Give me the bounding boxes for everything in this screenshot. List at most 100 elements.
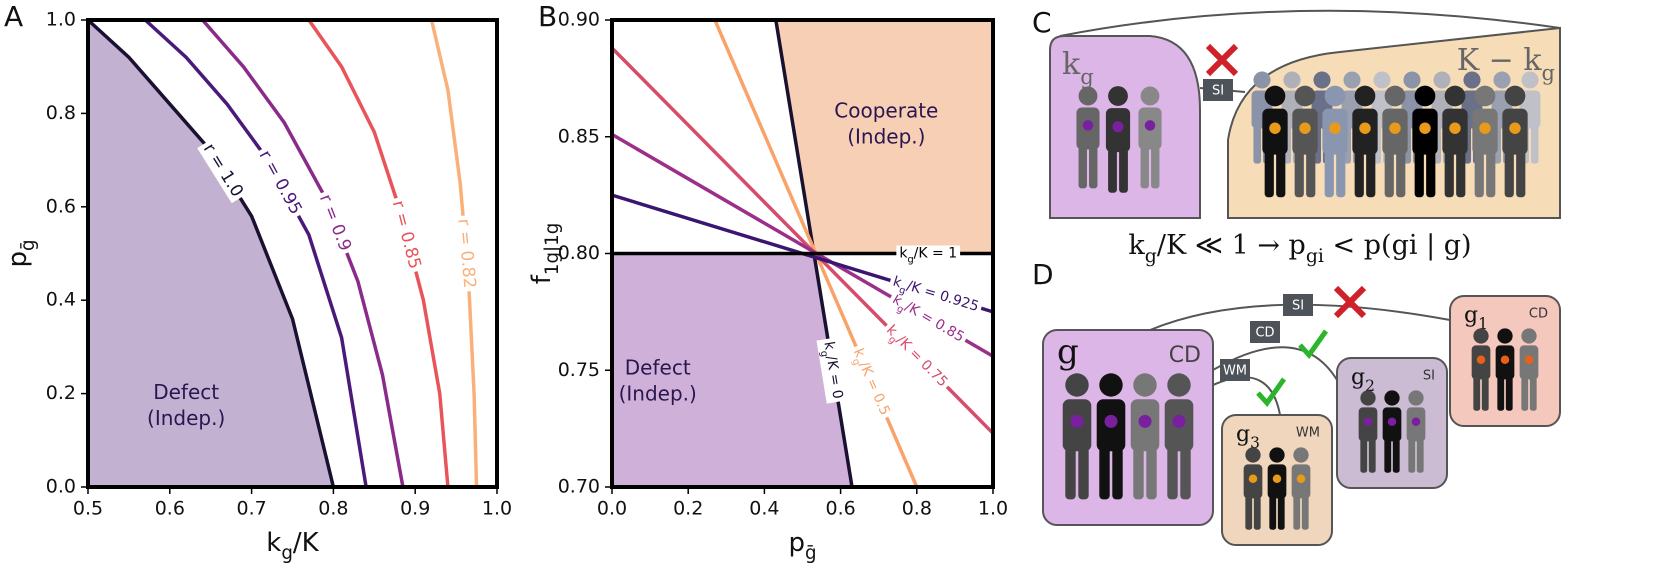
head bbox=[1504, 85, 1526, 107]
head bbox=[1384, 390, 1400, 406]
y-axis-label: pḡ bbox=[3, 239, 39, 267]
label-bg bbox=[878, 320, 953, 395]
leg bbox=[1416, 438, 1424, 473]
series-label-text-part: g bbox=[895, 303, 906, 316]
region bbox=[88, 20, 334, 487]
head bbox=[1384, 85, 1406, 107]
series-label-text-part: g bbox=[818, 350, 830, 358]
group-label: kg bbox=[1062, 47, 1094, 89]
region-label: (Indep.) bbox=[619, 381, 697, 405]
series-label-text-part: k bbox=[899, 246, 908, 262]
group-name-part: g bbox=[1057, 332, 1079, 372]
node-dot bbox=[1248, 474, 1258, 484]
person-icon bbox=[1076, 86, 1100, 189]
node-dot bbox=[1112, 121, 1124, 133]
x-icon bbox=[1333, 285, 1367, 319]
leg bbox=[1360, 438, 1368, 473]
leg bbox=[1473, 376, 1481, 411]
leg bbox=[1481, 376, 1489, 411]
y-tick-label: 1.0 bbox=[46, 9, 76, 31]
tag-label: SI bbox=[1212, 84, 1224, 99]
leg bbox=[1277, 495, 1285, 530]
leg bbox=[1065, 447, 1076, 500]
node-dot bbox=[1479, 122, 1491, 134]
check-icon bbox=[1298, 329, 1329, 359]
plot-frame bbox=[86, 18, 499, 489]
person-icon bbox=[1442, 85, 1468, 198]
node-dot bbox=[1269, 122, 1281, 134]
group-name: g3 bbox=[1236, 422, 1260, 452]
leg bbox=[1456, 151, 1466, 198]
leg bbox=[1301, 495, 1309, 530]
node-dot bbox=[1449, 122, 1461, 134]
leg bbox=[1167, 447, 1178, 500]
x-tick-label: 0.8 bbox=[902, 498, 932, 520]
y-tick-label: 0.0 bbox=[46, 476, 76, 498]
leg bbox=[1486, 151, 1496, 198]
region-label: (Indep.) bbox=[847, 125, 925, 149]
series-label: r = 0.95 bbox=[253, 144, 308, 221]
y-tick-label: 0.6 bbox=[46, 195, 76, 217]
tag-label: CD bbox=[1255, 326, 1274, 341]
leg bbox=[1245, 495, 1253, 530]
head bbox=[1463, 71, 1481, 89]
series-label-text: r = 0.9 bbox=[315, 192, 355, 254]
x-tick-label: 0.9 bbox=[400, 498, 430, 520]
leg bbox=[1384, 438, 1392, 473]
head bbox=[1324, 85, 1346, 107]
head bbox=[1253, 71, 1271, 89]
region-label: (Indep.) bbox=[147, 406, 225, 430]
head bbox=[1140, 86, 1160, 106]
group-tag: CD bbox=[1529, 307, 1548, 322]
leg bbox=[1414, 151, 1424, 198]
label-bg bbox=[453, 214, 480, 293]
group-name: g1 bbox=[1464, 303, 1488, 333]
series-label-text-part: /K = 1 bbox=[914, 246, 957, 262]
label-bg bbox=[896, 245, 961, 265]
head bbox=[1078, 86, 1098, 106]
leg bbox=[1530, 125, 1539, 164]
region-label: Defect bbox=[153, 380, 219, 404]
leg bbox=[1324, 151, 1334, 198]
x-tick-label: 0.7 bbox=[236, 498, 266, 520]
x-tick-label: 1.0 bbox=[482, 498, 512, 520]
person-icon bbox=[1519, 328, 1539, 411]
panel-label: C bbox=[1032, 6, 1052, 39]
node-dot bbox=[1070, 414, 1084, 428]
person-icon bbox=[1471, 328, 1491, 411]
person-icon bbox=[1352, 85, 1378, 198]
person-icon bbox=[1164, 373, 1194, 500]
equation: kg/K ≪ 1 → pgi < p(gi | g) bbox=[1128, 230, 1471, 268]
group-name-part: 2 bbox=[1365, 377, 1375, 395]
person-icon bbox=[1382, 85, 1408, 198]
equation-part: k bbox=[1128, 230, 1145, 261]
group-tag: CD bbox=[1169, 343, 1201, 368]
group-name-part: g bbox=[1236, 422, 1250, 447]
y-axis-label-part: f bbox=[527, 274, 557, 284]
series-label: kg/K = 0.5 bbox=[845, 343, 895, 422]
region-label: Defect bbox=[625, 355, 691, 379]
equation-part: gi bbox=[1306, 245, 1324, 267]
leg bbox=[1269, 495, 1277, 530]
y-axis-label-part: ḡ bbox=[18, 239, 39, 251]
region bbox=[775, 20, 993, 254]
person-icon bbox=[1292, 85, 1318, 198]
node-dot bbox=[1500, 355, 1510, 365]
head bbox=[1283, 71, 1301, 89]
leg bbox=[1253, 125, 1262, 164]
group-tag: WM bbox=[1296, 426, 1320, 441]
equation-part: /K ≪ 1 → p bbox=[1157, 230, 1306, 261]
series-label: r = 0.85 bbox=[386, 195, 426, 275]
x-axis-label-part: g bbox=[281, 543, 293, 564]
node-dot bbox=[1299, 122, 1311, 134]
head bbox=[1133, 373, 1157, 397]
head bbox=[1373, 71, 1391, 89]
leg bbox=[1078, 146, 1087, 189]
head bbox=[1414, 85, 1436, 107]
group-name-part: 3 bbox=[1250, 434, 1260, 452]
leg bbox=[1354, 151, 1364, 198]
leg bbox=[1396, 151, 1406, 198]
panel-label: B bbox=[538, 0, 557, 33]
label-bg bbox=[816, 337, 847, 404]
